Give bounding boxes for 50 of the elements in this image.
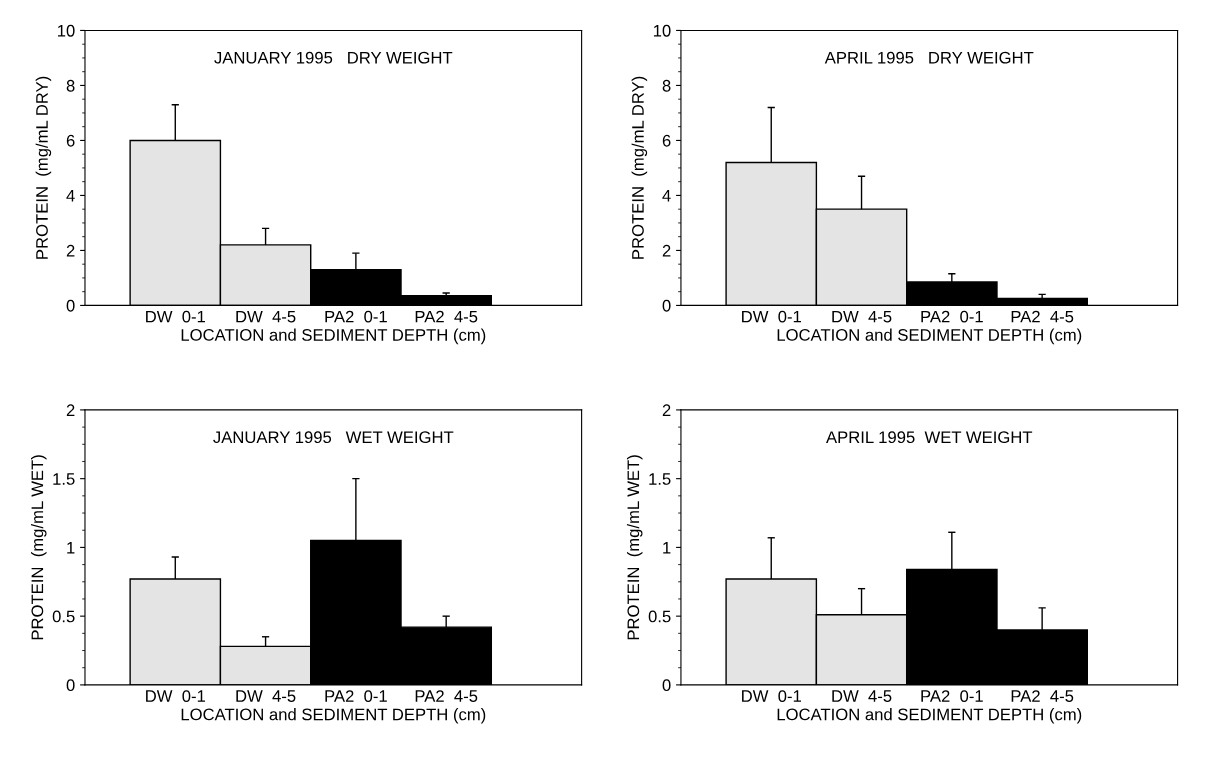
x-axis-title: LOCATION and SEDIMENT DEPTH (cm) [181,328,486,345]
x-tick-label: DW 4-5 [832,310,892,323]
x-axis-title: LOCATION and SEDIMENT DEPTH (cm) [181,708,486,724]
x-tick-label: PA2 4-5 [1011,690,1074,702]
y-tick-label: 0.5 [52,610,75,623]
y-axis-title: PROTEIN (mg/mL DRY) [35,76,52,259]
x-tick-label: PA2 4-5 [1011,310,1074,323]
x-tick-label: DW 4-5 [832,690,892,702]
y-tick-label: 2 [662,244,671,257]
x-tick-label: DW 0-1 [742,310,801,323]
y-tick-label: 1 [663,541,671,554]
y-tick-label: 4 [662,190,671,202]
y-tick-label: 2 [66,404,75,416]
y-tick-label: 2 [662,404,671,416]
x-tick-label: PA2 0-1 [921,690,983,702]
x-tick-label: PA2 4-5 [415,310,478,323]
x-tick-label: DW 4-5 [236,310,296,323]
y-tick-label: 0 [66,299,75,312]
y-axis-title: PROTEIN (mg/mL DRY) [631,76,648,259]
x-tick-label: DW 0-1 [146,310,206,323]
y-tick-label: 2 [66,244,75,257]
y-tick-label: 0.5 [648,610,671,623]
y-tick-label: 1.5 [53,473,75,485]
y-tick-label: 1 [67,541,75,554]
x-axis-title: LOCATION and SEDIMENT DEPTH (cm) [777,708,1082,724]
text: JANUARY 1995 WET WEIGHT [213,431,454,444]
y-tick-label: 6 [662,134,671,147]
x-tick-label: DW 0-1 [146,690,206,702]
text: APRIL 1995 DRY WEIGHT [824,51,1034,64]
y-axis-title: PROTEIN (mg/mL WET) [31,455,47,640]
y-tick-label: 0 [662,679,671,692]
y-tick-label: 8 [662,79,671,92]
y-tick-label: 1.5 [649,473,671,485]
x-tick-label: PA2 4-5 [415,690,478,702]
x-tick-label: PA2 0-1 [921,310,983,323]
x-tick-label: DW 0-1 [742,690,801,702]
x-tick-label: PA2 0-1 [325,690,387,702]
y-axis-title: PROTEIN (mg/mL WET) [626,455,643,640]
x-tick-label: PA2 0-1 [325,310,387,323]
text: APRIL 1995 WET WEIGHT [826,431,1033,444]
y-tick-label: 8 [66,79,75,92]
y-tick-label: 6 [66,134,75,147]
text: JANUARY 1995 DRY WEIGHT [214,51,453,64]
y-tick-label: 4 [66,190,75,202]
y-tick-label: 0 [66,679,75,692]
x-tick-label: DW 4-5 [236,690,296,702]
x-axis-title: LOCATION and SEDIMENT DEPTH (cm) [777,328,1082,345]
y-tick-label: 10 [653,24,671,37]
y-tick-label: 10 [57,24,75,37]
y-tick-label: 0 [662,299,671,312]
